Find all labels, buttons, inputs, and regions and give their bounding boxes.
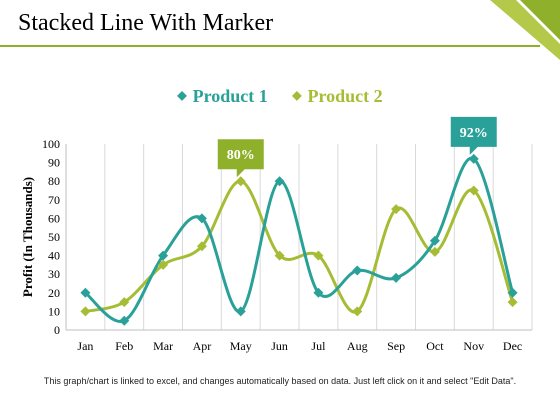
y-tick-label: 20 (48, 286, 60, 300)
callout-box (217, 139, 264, 178)
legend-label: Product 1 (192, 86, 268, 106)
data-point-marker (429, 235, 440, 246)
x-tick-label: Aug (347, 339, 368, 353)
data-point-marker (468, 185, 479, 196)
x-tick-label: Dec (503, 339, 522, 353)
y-tick-label: 70 (48, 193, 60, 207)
y-tick-label: 10 (48, 304, 60, 318)
legend-label: Product 2 (307, 86, 383, 106)
x-tick-label: Jul (311, 339, 326, 353)
data-point-marker (352, 306, 363, 317)
data-point-marker (391, 204, 402, 215)
data-point-marker (391, 272, 402, 283)
legend-marker-icon: ◆ (177, 88, 187, 102)
callout-label: 80% (227, 148, 255, 163)
data-point-marker (507, 287, 518, 298)
x-tick-label: Apr (193, 339, 212, 353)
legend-item-product-2: ◆ Product 2 (292, 86, 382, 107)
data-point-marker (235, 176, 246, 187)
y-tick-label: 30 (48, 267, 60, 281)
data-point-marker (158, 259, 169, 270)
data-point-marker (119, 297, 130, 308)
y-tick-label: 50 (48, 230, 60, 244)
slide-title: Stacked Line With Marker (18, 10, 274, 36)
title-underline (0, 45, 540, 47)
data-point-marker (196, 241, 207, 252)
x-tick-label: Jan (77, 339, 93, 353)
x-tick-label: Mar (153, 339, 173, 353)
data-point-marker (235, 306, 246, 317)
corner-decoration (490, 0, 560, 60)
data-point-marker (313, 287, 324, 298)
x-tick-label: Sep (387, 339, 405, 353)
y-tick-label: 0 (54, 323, 60, 337)
line-chart: 0 10 20 30 40 50 60 70 80 90 100 Jan Feb Mar Apr May Jun… (20, 116, 533, 353)
y-tick-label: 100 (42, 137, 60, 151)
callout-label: 92% (460, 126, 488, 141)
data-point-marker (119, 315, 130, 326)
y-tick-label: 90 (48, 156, 60, 170)
callout-box (450, 116, 497, 155)
x-tick-label: May (230, 339, 252, 353)
x-tick-label: Oct (426, 339, 444, 353)
data-point-marker (352, 265, 363, 276)
chart-legend: ◆ Product 1 ◆ Product 2 (0, 86, 560, 107)
data-point-marker (274, 250, 285, 261)
y-tick-label: 60 (48, 211, 60, 225)
data-point-marker (507, 297, 518, 308)
footnote: This graph/chart is linked to excel, and… (43, 376, 517, 386)
data-point-marker (80, 287, 91, 298)
y-axis-title: Profit (In Thousands) (20, 177, 35, 297)
data-point-marker (313, 250, 324, 261)
x-tick-label: Feb (115, 339, 133, 353)
legend-item-product-1: ◆ Product 1 (177, 86, 267, 107)
data-point-marker (429, 246, 440, 257)
data-point-marker (274, 176, 285, 187)
data-point-marker (158, 250, 169, 261)
legend-marker-icon: ◆ (292, 88, 302, 102)
data-point-marker (468, 153, 479, 164)
y-tick-label: 80 (48, 174, 60, 188)
x-tick-label: Jun (271, 339, 288, 353)
y-tick-label: 40 (48, 249, 60, 263)
x-tick-label: Nov (463, 339, 484, 353)
data-point-marker (196, 213, 207, 224)
data-point-marker (80, 306, 91, 317)
